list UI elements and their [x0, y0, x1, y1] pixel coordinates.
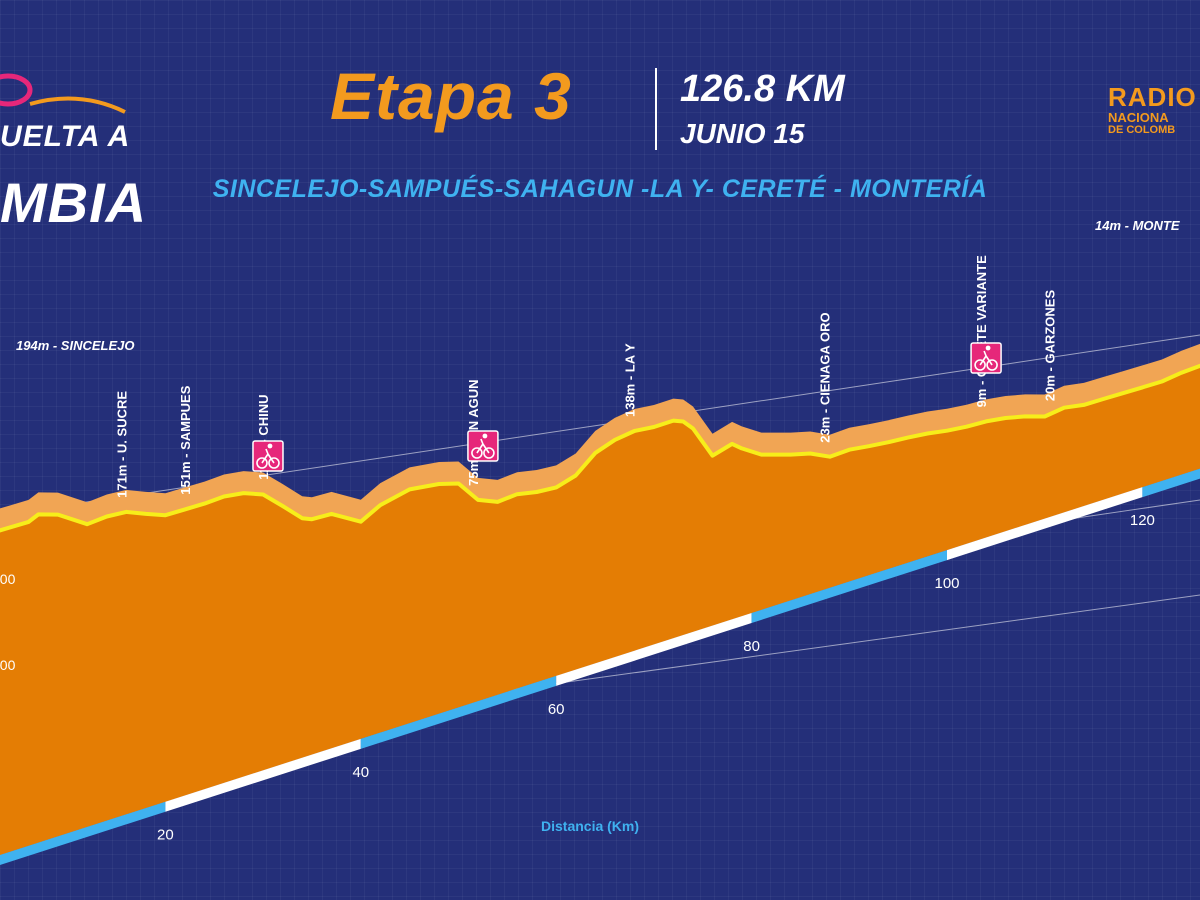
stage-distance: 126.8 KM [680, 68, 845, 110]
waypoint-label: 138m - LA Y [622, 343, 637, 417]
x-tick-label: 20 [157, 827, 174, 844]
distance-axis-segment [165, 738, 361, 812]
distance-axis-segment [947, 487, 1143, 561]
x-tick-label: 100 [934, 575, 959, 592]
waypoint-label: 23m - CIENAGA ORO [818, 312, 833, 442]
distance-axis-segment [556, 612, 752, 686]
profile-base-fill [0, 365, 1200, 855]
waypoint-label: 9m - CERETE VARIANTE [974, 255, 989, 407]
waypoint-label: 171m - U. SUCRE [114, 391, 129, 498]
waypoint-label: 20m - GARZONES [1042, 290, 1057, 402]
finish-label: 14m - MONTE [1095, 218, 1180, 233]
radio-logo-line3: DE COLOMB [1108, 124, 1176, 136]
y-tick-label: 200 [0, 571, 16, 587]
x-tick-label: 40 [352, 764, 369, 781]
logo-text-line1: UELTA A [0, 120, 131, 153]
y-tick-label: 100 [0, 657, 16, 673]
start-label: 194m - SINCELEJO [16, 338, 135, 353]
x-tick-label: 120 [1130, 512, 1155, 529]
header-divider [655, 68, 657, 150]
logo-text-line2: MBIA [0, 171, 148, 234]
stage-date: JUNIO 15 [680, 118, 805, 149]
distance-axis-segment [0, 801, 166, 865]
radio-logo-line1: RADIO [1108, 82, 1197, 112]
profile-elevation-line [0, 363, 1200, 533]
radio-logo-line2: NACIONA [1108, 110, 1169, 125]
distance-axis-segment [1142, 468, 1200, 498]
waypoint-label: 151m - SAMPUES [178, 385, 193, 494]
stage-route: SINCELEJO-SAMPUÉS-SAHAGUN -LA Y- CERETÉ … [212, 175, 988, 203]
sprint-marker-icon [467, 430, 499, 462]
distance-axis-segment [751, 550, 947, 623]
x-tick-label: 80 [743, 638, 760, 655]
x-tick-label: 60 [548, 701, 565, 718]
stage-title: Etapa 3 [330, 59, 572, 133]
sprint-marker-icon [252, 440, 284, 472]
sprint-marker-icon [970, 342, 1002, 374]
x-axis-title: Distancia (Km) [541, 818, 640, 834]
vuelta-colombia-logo [0, 73, 126, 114]
distance-axis-segment [360, 675, 557, 749]
